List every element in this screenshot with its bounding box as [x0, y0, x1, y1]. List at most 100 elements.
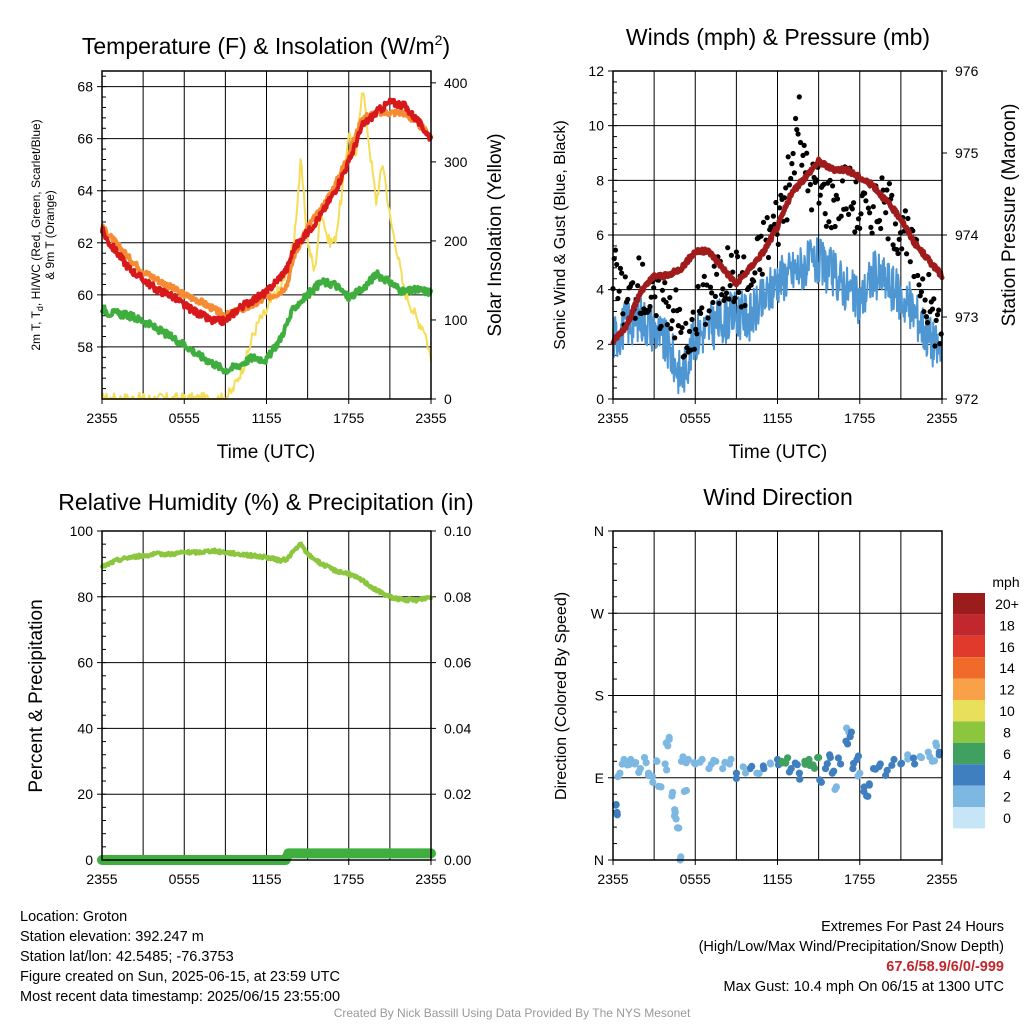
wind-chart-title: Winds (mph) & Pressure (mb)	[626, 24, 930, 50]
gust-point	[863, 198, 869, 204]
gust-point	[735, 254, 741, 260]
temp-ylabel: 2m T, Td, HI/WC (Red, Green, Scarlet/Blu…	[29, 119, 45, 350]
gust-point	[784, 217, 790, 223]
gust-point	[777, 205, 783, 211]
wind-y2tick-label: 976	[955, 63, 979, 79]
legend-label: 6	[1003, 746, 1011, 762]
temp-xtick-label: 2355	[86, 410, 117, 426]
rh-ytick-label: 0	[85, 852, 93, 868]
direction-point	[642, 759, 650, 767]
gust-point	[665, 303, 672, 310]
gust-point	[868, 224, 874, 230]
dir-xtick-label: 2355	[926, 871, 957, 887]
gust-point	[677, 306, 683, 312]
gust-point	[795, 131, 801, 137]
legend-swatch	[953, 742, 985, 765]
pressure-line	[610, 156, 945, 346]
direction-point	[614, 773, 622, 781]
direction-point	[741, 769, 750, 777]
gust-point	[632, 315, 638, 321]
direction-point	[850, 759, 858, 768]
gust-point	[723, 290, 730, 296]
temp-xtick-label: 2355	[415, 410, 446, 426]
wind-plot-border	[612, 70, 943, 400]
wind-xtick-label: 2355	[597, 410, 628, 426]
dir-ytick-label: W	[591, 605, 605, 621]
legend-swatch	[953, 614, 985, 636]
gust-point	[672, 335, 678, 341]
direction-point	[677, 853, 685, 861]
gust-point	[838, 213, 844, 219]
extremes-values: 67.6/58.9/6/0/-999	[886, 959, 1004, 975]
gust-point	[879, 175, 885, 181]
direction-point	[932, 739, 940, 747]
gust-point	[702, 321, 709, 327]
temp-ytick-label: 58	[77, 339, 93, 355]
dir-xtick-label: 1755	[844, 871, 875, 887]
rh-chart-title: Relative Humidity (%) & Precipitation (i…	[58, 489, 473, 515]
direction-point	[882, 771, 890, 780]
gust-point	[925, 320, 931, 326]
wind-ylabel: Sonic Wind & Gust (Blue, Black)	[552, 120, 569, 349]
gust-point	[896, 236, 902, 242]
legend-label: 18	[999, 617, 1015, 633]
direction-point	[778, 759, 786, 767]
direction-point	[826, 753, 835, 762]
gust-point	[662, 280, 668, 286]
gust-point	[870, 204, 876, 210]
gust-point	[736, 289, 742, 295]
gust-point	[929, 306, 936, 312]
gust-point	[916, 282, 922, 288]
gust-point	[884, 187, 890, 193]
direction-point	[696, 758, 704, 766]
gust-point	[917, 293, 923, 299]
legend-label: 12	[999, 682, 1015, 698]
gust-point	[716, 300, 722, 306]
gust-point	[804, 150, 810, 156]
gust-point	[693, 326, 699, 332]
gust-point	[617, 265, 624, 271]
gust-point	[938, 331, 944, 337]
direction-point	[632, 759, 640, 767]
temp-ytick-label: 66	[77, 131, 93, 147]
dir-ytick-label: S	[595, 688, 604, 704]
direction-point	[669, 788, 677, 797]
gust-point	[664, 322, 670, 328]
direction-point	[727, 755, 735, 763]
gust-point	[902, 208, 909, 214]
gust-point	[785, 154, 791, 160]
direction-point	[719, 765, 727, 773]
legend-swatch	[953, 678, 985, 700]
gust-point	[646, 307, 652, 313]
gust-point	[758, 233, 764, 239]
gust-point	[764, 215, 770, 221]
direction-point	[748, 762, 756, 771]
direction-point	[897, 759, 906, 767]
legend-swatch	[953, 700, 985, 722]
gust-point	[923, 314, 930, 320]
gust-point	[630, 280, 636, 286]
wind-y2tick-label: 975	[955, 145, 979, 161]
gust-point	[620, 311, 626, 317]
gust-point	[714, 271, 720, 277]
rh-ytick-label: 40	[77, 720, 93, 736]
station-location: Location: Groton	[20, 909, 128, 925]
gust-point	[899, 246, 905, 252]
gust-point	[683, 320, 689, 326]
direction-point	[911, 760, 919, 768]
gust-point	[801, 142, 807, 148]
gust-point	[843, 206, 849, 212]
gust-point	[878, 225, 884, 232]
direction-point	[721, 758, 729, 767]
gust-point	[725, 245, 731, 251]
direction-point	[613, 811, 621, 819]
direction-point	[661, 760, 669, 768]
direction-point	[935, 751, 943, 759]
wind-ytick-label: 0	[596, 391, 604, 407]
gust-point	[742, 302, 748, 309]
gust-point	[862, 190, 868, 196]
gust-point	[647, 303, 653, 310]
gust-point	[892, 221, 899, 227]
gust-point	[796, 94, 802, 100]
gust-point	[659, 287, 666, 293]
